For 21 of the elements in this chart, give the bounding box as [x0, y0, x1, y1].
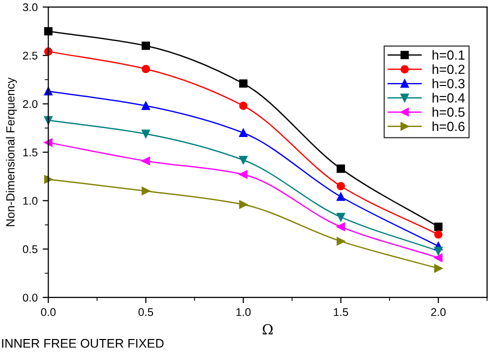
y-tick-label: 3.0: [22, 3, 38, 12]
x-tick-label: 0.0: [41, 308, 56, 316]
y-tick-label: 0.0: [22, 294, 38, 302]
y-axis-title: Non-Dimensional Ferquency: [6, 77, 17, 226]
y-tick-label: 2.0: [23, 100, 38, 108]
legend-label: h=0.6: [432, 121, 465, 132]
x-tick-label: 1.5: [334, 308, 348, 316]
x-axis-title: Ω: [262, 324, 273, 334]
x-tick-label: 1.0: [236, 308, 251, 316]
y-tick-label: 0.5: [22, 245, 38, 254]
y-tick-label: 1.5: [23, 148, 38, 156]
y-tick-label: 2.5: [23, 52, 38, 60]
legend-label: h=0.1: [432, 50, 464, 60]
legend-label: h=0.2: [432, 64, 464, 74]
y-tick-label: 1.0: [23, 196, 38, 205]
text: INNER FREE OUTER FIXED: [2, 338, 164, 348]
x-tick-label: 0.5: [138, 308, 154, 316]
legend-label: h=0.5: [432, 107, 465, 117]
legend-label: h=0.4: [432, 92, 465, 103]
x-tick-label: 2.0: [431, 308, 446, 316]
legend-label: h=0.3: [432, 78, 465, 88]
